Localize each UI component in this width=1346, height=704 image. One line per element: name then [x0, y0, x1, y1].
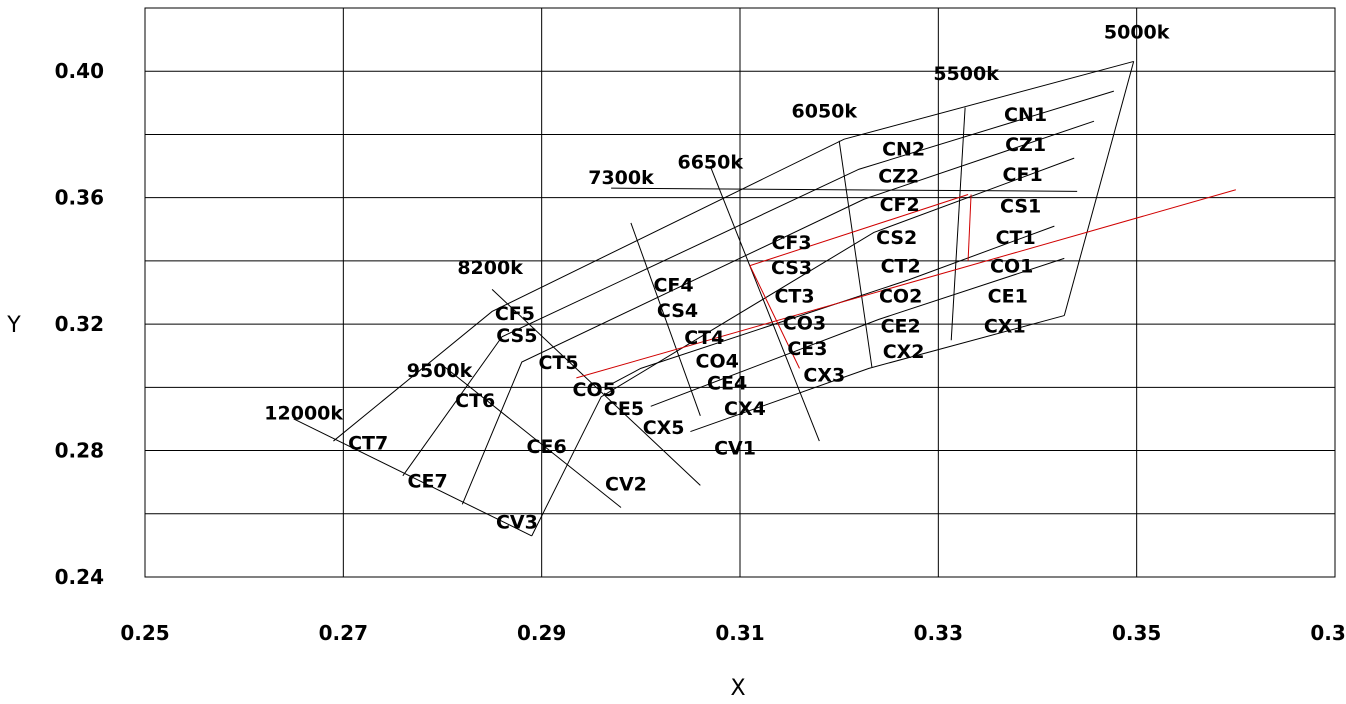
y-tick-label: 0.24: [55, 565, 104, 589]
bin-label-ct6: CT6: [455, 390, 495, 412]
bin-label-ce1: CE1: [988, 286, 1028, 308]
red-reference-lines: [576, 189, 1236, 379]
bin-label-cx3: CX3: [803, 365, 845, 387]
cct-line-5500k: [950, 107, 966, 341]
cct-label-8200k: 8200k: [457, 257, 523, 279]
bin-label-ct3: CT3: [774, 286, 814, 308]
bin-label-cx1: CX1: [984, 316, 1026, 338]
bin-label-cf4: CF4: [653, 275, 693, 297]
y-tick-labels: 0.24 0.28 0.32 0.36 0.40: [55, 59, 104, 589]
y-tick-label: 0.28: [55, 439, 104, 463]
bin-label-co3: CO3: [783, 313, 826, 335]
cct-label-7300k: 7300k: [588, 167, 654, 189]
x-tick-label: 0.27: [319, 621, 368, 645]
cct-label-5000k: 5000k: [1104, 22, 1170, 44]
bin-boundary-line: [402, 90, 1115, 477]
cct-label-12000k: 12000k: [264, 403, 343, 425]
bin-label-ct1: CT1: [996, 227, 1036, 249]
bin-label-co2: CO2: [879, 286, 922, 308]
bin-label-co1: CO1: [990, 256, 1033, 278]
cct-label-9500k: 9500k: [407, 360, 473, 382]
cct-line-6050k: [838, 140, 873, 368]
bin-boundary-line: [333, 60, 1134, 442]
cct-line-8200k: [491, 288, 701, 486]
grid: [144, 7, 1336, 578]
bin-label-ce4: CE4: [707, 373, 747, 395]
bin-label-ce6: CE6: [527, 436, 567, 458]
bin-boundary-line: [461, 120, 1095, 505]
bin-boundary-line: [610, 225, 1055, 385]
red-reference-line: [967, 194, 972, 261]
bin-labels: CN1 CZ1 CF1 CS1 CT1 CO1 CE1 CX1 CN2 CZ2 CF2 CS2 CT2 C…: [348, 104, 1047, 534]
x-tick-labels: 0.25 0.27 0.29 0.31 0.33 0.35 0.37: [120, 621, 1346, 645]
red-reference-line: [749, 265, 800, 369]
bin-boundary-line: [690, 315, 1065, 433]
bin-label-cv2: CV2: [605, 474, 647, 496]
bin-label-cz2: CZ2: [878, 166, 919, 188]
bin-label-ce5: CE5: [604, 398, 644, 420]
bin-label-cs3: CS3: [771, 257, 812, 279]
bin-label-ct7: CT7: [348, 433, 388, 455]
x-tick-label: 0.31: [715, 621, 764, 645]
y-tick-label: 0.36: [55, 186, 104, 210]
x-tick-label: 0.37: [1310, 621, 1346, 645]
cct-label-6050k: 6050k: [792, 101, 858, 123]
bin-label-ce3: CE3: [787, 338, 827, 360]
bin-label-co5: CO5: [573, 379, 616, 401]
bin-label-cx4: CX4: [724, 398, 766, 420]
bin-label-cf1: CF1: [1003, 164, 1043, 186]
bin-label-ce7: CE7: [408, 471, 448, 493]
bin-label-cv1: CV1: [714, 437, 756, 459]
x-axis-label: X: [730, 676, 745, 701]
y-tick-label: 0.32: [55, 312, 104, 336]
cct-labels: 5000k 5500k 6050k 6650k 7300k 8200k 9500k 12000…: [264, 22, 1169, 425]
bin-label-co4: CO4: [696, 350, 739, 372]
bin-label-cv3: CV3: [496, 512, 538, 534]
y-tick-label: 0.40: [55, 59, 104, 83]
bin-label-cf5: CF5: [495, 303, 535, 325]
bin-label-cn1: CN1: [1004, 104, 1047, 126]
bin-label-ct2: CT2: [881, 256, 921, 278]
cct-line-5000k: [1063, 61, 1135, 316]
bin-label-cs5: CS5: [496, 325, 537, 347]
bin-boundary-line: [531, 157, 1075, 537]
x-tick-label: 0.35: [1112, 621, 1161, 645]
x-tick-label: 0.33: [914, 621, 963, 645]
cct-label-5500k: 5500k: [933, 63, 999, 85]
y-axis-label: Y: [6, 313, 21, 338]
cct-line-7300k: [630, 222, 701, 416]
cct-line-9500k: [442, 364, 622, 508]
red-reference-line: [576, 189, 1236, 379]
bin-label-cn2: CN2: [882, 139, 925, 161]
bin-label-cf3: CF3: [771, 232, 811, 254]
x-tick-label: 0.29: [517, 621, 566, 645]
bin-boundary-line: [611, 187, 1078, 192]
cct-lines: [293, 61, 1135, 537]
bin-boundary-line: [650, 257, 1065, 407]
cct-line-6650k: [709, 165, 820, 442]
red-reference-line: [749, 194, 969, 267]
bin-label-cz1: CZ1: [1005, 134, 1046, 156]
bin-label-cf2: CF2: [880, 194, 920, 216]
cct-line-12000k: [293, 418, 532, 537]
bin-boundary-lines: [333, 60, 1134, 537]
bin-label-cx2: CX2: [883, 341, 925, 363]
bin-label-cs2: CS2: [876, 227, 917, 249]
bin-label-ct5: CT5: [538, 352, 578, 374]
x-tick-label: 0.25: [120, 621, 169, 645]
bin-label-cs1: CS1: [1000, 196, 1041, 218]
bin-label-ce2: CE2: [881, 316, 921, 338]
bin-label-cx5: CX5: [643, 417, 685, 439]
bin-label-cs4: CS4: [657, 300, 698, 322]
cct-label-6650k: 6650k: [677, 151, 743, 173]
bin-label-ct4: CT4: [684, 327, 724, 349]
